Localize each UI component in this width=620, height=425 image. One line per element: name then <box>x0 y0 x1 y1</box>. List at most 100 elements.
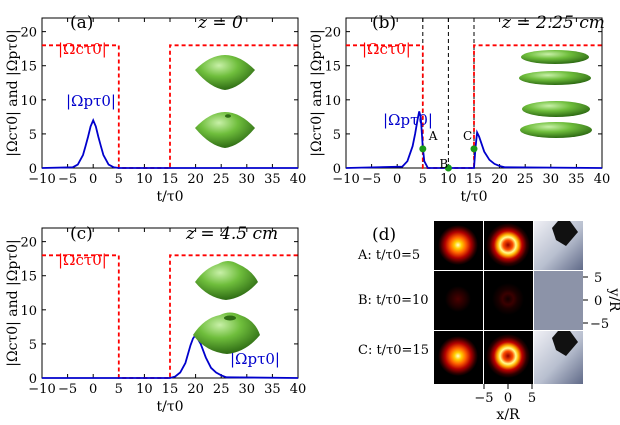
panel-b-title: z = 2.25 cm <box>501 13 605 33</box>
panel-a-xtick-label: 30 <box>239 172 256 187</box>
panel-a: −10 −5 0 5 10 15 20 25 30 35 4005101520t/τ0|Ωcτ0| … <box>5 13 306 205</box>
panel-a-ytick-label: 0 <box>29 162 37 177</box>
panel-b-axes: −10 −5 0 5 10 15 20 25 30 35 4005101520t/τ0|Ωcτ0| … <box>309 17 611 205</box>
panel-b-xtick-label: 5 <box>419 172 427 187</box>
panel-b-omega-p-annotation: |Ωpτ0| <box>383 111 433 129</box>
d-xtick-neg5: −5 <box>474 391 493 406</box>
panel-c-omega-p-annotation: |Ωpτ0| <box>230 350 280 368</box>
panel-c-ytick-label: 20 <box>20 236 37 251</box>
panel-c-xtick-label: 15 <box>162 382 179 397</box>
panel-a-xtick-label: −10 <box>28 172 55 187</box>
ring-c-coupling <box>486 334 530 378</box>
panel-a-xtick-label: 35 <box>264 172 281 187</box>
panel-c-ytick-label: 15 <box>20 270 37 285</box>
d-ytick-5: 5 <box>594 271 602 286</box>
panel-c-xtick-label: 35 <box>264 382 281 397</box>
panel-c-isosurface-1-icon <box>195 261 258 300</box>
panel-c-label: (c) <box>70 224 93 244</box>
panel-b-isosurface-1-icon <box>519 50 591 85</box>
d-ytick-0: 0 <box>594 294 602 309</box>
panel-c-isosurface-2-icon <box>193 312 260 354</box>
row-label-c: C: t/τ0=15 <box>358 343 429 358</box>
panel-b-xtick-label: 10 <box>440 172 457 187</box>
image-b-phase <box>534 271 583 330</box>
panel-d-label: (d) <box>372 225 396 245</box>
panel-b-ytick-label: 10 <box>324 94 341 109</box>
panel-a-probe-curve <box>41 118 298 169</box>
panel-b: −10 −5 0 5 10 15 20 25 30 35 4005101520t/τ0|Ωcτ0| … <box>309 13 610 205</box>
spot-a-probe <box>438 225 478 265</box>
d-ylabel: y/R <box>606 287 620 312</box>
panel-c-xtick-label: 30 <box>239 382 256 397</box>
ring-a-coupling <box>486 223 530 267</box>
panel-a-omega-c-annotation: |Ωcτ0| <box>58 40 107 58</box>
panel-a-xtick-label: −5 <box>58 172 77 187</box>
panel-c-xtick-label: 0 <box>89 382 97 397</box>
row-label-b: B: t/τ0=10 <box>358 293 429 308</box>
d-ytick-neg5: −5 <box>590 317 609 332</box>
panel-a-xtick-label: 5 <box>115 172 123 187</box>
panel-b-marker-label: A <box>428 129 438 143</box>
panel-c-xlabel: t/τ0 <box>157 399 184 415</box>
panel-c-ylabel: |Ωcτ0| and |Ωpτ0| <box>5 239 21 366</box>
panel-b-ytick-label: 0 <box>333 162 341 177</box>
panel-c-axes: −10 −5 0 5 10 15 20 25 30 35 4005101520t/τ0|Ωcτ0| … <box>5 227 307 415</box>
panel-b-ylabel: |Ωcτ0| and |Ωpτ0| <box>309 29 325 156</box>
panel-b-marker-a <box>419 145 427 153</box>
panel-c-xtick-label: −10 <box>28 382 55 397</box>
d-xtick-5: 5 <box>528 391 536 406</box>
panel-c-xtick-label: 20 <box>187 382 204 397</box>
panel-b-ytick-label: 20 <box>324 26 341 41</box>
panel-a-ytick-label: 10 <box>20 94 37 109</box>
panel-a-xlabel: t/τ0 <box>157 189 184 205</box>
panel-c-xtick-label: 25 <box>213 382 230 397</box>
panel-c-ytick-label: 0 <box>29 372 37 387</box>
panel-b-xtick-label: 30 <box>543 172 560 187</box>
panel-c-xtick-label: 10 <box>136 382 153 397</box>
panel-a-xtick-label: 15 <box>162 172 179 187</box>
panel-b-marker-label: B <box>439 157 448 171</box>
panel-a-xtick-label: 20 <box>187 172 204 187</box>
panel-b-xtick-label: −10 <box>332 172 359 187</box>
panel-b-xtick-label: 20 <box>491 172 508 187</box>
panel-c-ytick-label: 10 <box>20 304 37 319</box>
panel-a-xtick-label: 40 <box>290 172 307 187</box>
panel-b-xtick-label: 40 <box>594 172 611 187</box>
panel-a-ytick-label: 5 <box>29 128 37 143</box>
panel-b-xtick-label: −5 <box>362 172 381 187</box>
panel-b-label: (b) <box>372 13 396 33</box>
panel-b-ytick-label: 5 <box>333 128 341 143</box>
row-label-a: A: t/τ0=5 <box>357 248 420 263</box>
panel-a-omega-p-annotation: |Ωpτ0| <box>66 92 116 110</box>
panel-c-omega-c-annotation: |Ωcτ0| <box>58 251 107 269</box>
panel-a-axes: −10 −5 0 5 10 15 20 25 30 35 4005101520t/τ0|Ωcτ0| … <box>5 17 307 205</box>
panel-a-isosurface-1-icon <box>195 55 255 90</box>
panel-b-probe-curve <box>345 111 603 169</box>
panel-b-omega-c-annotation: |Ωcτ0| <box>362 40 411 58</box>
panel-b-xtick-label: 0 <box>393 172 401 187</box>
panel-b-ytick-label: 15 <box>324 60 341 75</box>
panel-d: (d) A: t/τ0=5 B: t/τ0=10 C: t/τ0=15 −5 0… <box>357 221 620 423</box>
panel-c-xtick-label: 40 <box>290 382 307 397</box>
panel-a-ytick-label: 15 <box>20 60 37 75</box>
panel-c-title: z = 4.5 cm <box>185 224 278 244</box>
panel-a-xtick-label: 10 <box>136 172 153 187</box>
phase-c-vortex-icon <box>552 331 578 356</box>
panel-c: −10 −5 0 5 10 15 20 25 30 35 4005101520t/τ0|Ωcτ0| … <box>5 224 306 415</box>
panel-b-xtick-label: 25 <box>517 172 534 187</box>
panel-b-xtick-label: 35 <box>568 172 585 187</box>
ring-b-coupling <box>492 283 524 315</box>
panel-a-label: (a) <box>70 13 93 33</box>
d-xtick-0: 0 <box>504 391 512 406</box>
panel-a-xtick-label: 0 <box>89 172 97 187</box>
panel-b-isosurface-2-icon <box>520 101 592 138</box>
spot-c-probe <box>438 336 478 376</box>
panel-c-ytick-label: 5 <box>29 338 37 353</box>
panel-b-xlabel: t/τ0 <box>461 189 488 205</box>
panel-a-xtick-label: 25 <box>213 172 230 187</box>
panel-a-ytick-label: 20 <box>20 26 37 41</box>
panel-b-marker-label: C <box>463 129 472 143</box>
panel-a-ylabel: |Ωcτ0| and |Ωpτ0| <box>5 29 21 156</box>
panel-b-marker-b <box>444 164 452 172</box>
